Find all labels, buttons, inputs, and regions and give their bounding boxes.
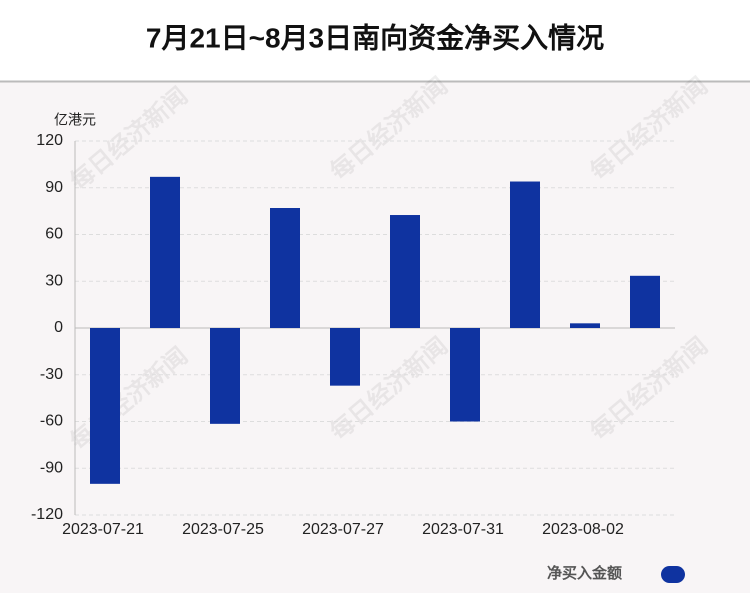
bar xyxy=(90,328,120,484)
y-tick-label: 60 xyxy=(45,226,63,243)
x-tick-label: 2023-07-25 xyxy=(182,521,264,538)
bar xyxy=(150,176,180,328)
watermark: 每日经济新闻 xyxy=(65,342,193,456)
x-tick-label: 2023-07-27 xyxy=(302,521,384,538)
y-tick-label: 0 xyxy=(54,319,63,336)
y-tick-label: -60 xyxy=(40,413,63,430)
bar xyxy=(330,328,360,386)
x-tick-label: 2023-07-31 xyxy=(422,521,504,538)
bar xyxy=(270,208,300,328)
watermark: 每日经济新闻 xyxy=(325,72,453,186)
bar xyxy=(390,215,420,328)
bar xyxy=(210,328,240,424)
bar xyxy=(630,275,660,328)
bar xyxy=(450,328,480,422)
y-tick-label: 30 xyxy=(45,272,63,289)
x-tick-label: 2023-08-02 xyxy=(542,521,624,538)
y-tick-label: -90 xyxy=(40,459,63,476)
y-tick-label: -30 xyxy=(40,366,63,383)
y-tick-label: 120 xyxy=(36,132,63,149)
watermark: 每日经济新闻 xyxy=(585,332,713,446)
legend-label: 净买入金额 xyxy=(547,564,622,582)
y-tick-label: -120 xyxy=(31,506,63,523)
title-band xyxy=(0,0,750,81)
x-tick-label: 2023-07-21 xyxy=(62,521,144,538)
bar xyxy=(570,323,600,328)
y-tick-label: 90 xyxy=(45,179,63,196)
y-axis-label: 亿港元 xyxy=(54,112,96,128)
legend-swatch xyxy=(661,566,685,583)
chart-title: 7月21日~8月3日南向资金净买入情况 xyxy=(146,21,604,53)
watermark: 每日经济新闻 xyxy=(585,72,713,186)
bar xyxy=(510,181,540,328)
